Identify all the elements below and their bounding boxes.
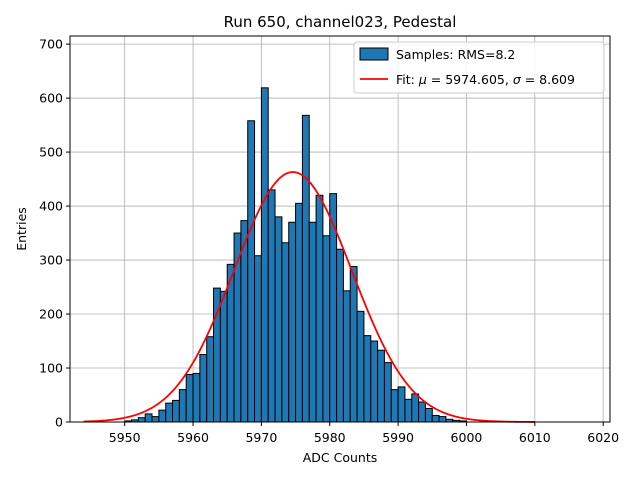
histogram-bar-5974 bbox=[288, 221, 297, 423]
x-tick-label-6020: 6020 bbox=[587, 430, 619, 445]
y-tick-label-200: 200 bbox=[39, 307, 63, 322]
histogram-bar-5996 bbox=[438, 416, 447, 423]
histogram-bar-5960 bbox=[192, 372, 201, 423]
histogram-bar-5975 bbox=[295, 202, 303, 423]
histogram-bar-5976 bbox=[301, 114, 310, 423]
legend-fit-prefix: Fit: bbox=[396, 72, 419, 87]
histogram-bar-5990 bbox=[397, 386, 406, 423]
histogram-bar-5970 bbox=[260, 87, 269, 423]
x-axis-ticks: 5950 5960 5970 5980 5990 6000 6010 6020 bbox=[109, 422, 619, 445]
histogram-bar-5989 bbox=[390, 389, 399, 423]
legend-mu-value: = 5974.605, bbox=[427, 72, 513, 87]
histogram-bar-5973 bbox=[281, 242, 290, 423]
histogram-bar-5981 bbox=[336, 248, 344, 423]
histogram-bar-5964 bbox=[219, 290, 228, 423]
x-tick-label-5960: 5960 bbox=[177, 430, 209, 445]
legend-samples-label: Samples: RMS=8.2 bbox=[396, 47, 515, 62]
y-tick-label-700: 700 bbox=[39, 37, 63, 52]
histogram-bar-5983 bbox=[349, 266, 358, 423]
x-axis-label: ADC Counts bbox=[303, 450, 378, 465]
legend-sigma-value: = 8.609 bbox=[521, 72, 575, 87]
histogram-bar-5956 bbox=[165, 402, 174, 423]
histogram-bar-5971 bbox=[267, 189, 276, 423]
histogram-bar-5953 bbox=[144, 413, 153, 423]
gaussian-fit bbox=[83, 171, 535, 423]
histogram-bar-5961 bbox=[199, 354, 208, 423]
plot-frame bbox=[69, 35, 611, 423]
y-tick-label-400: 400 bbox=[39, 199, 63, 214]
y-tick-label-600: 600 bbox=[39, 91, 63, 106]
legend-sigma-symbol: σ bbox=[513, 72, 522, 87]
histogram-bar-5959 bbox=[185, 373, 194, 423]
histogram-bar-5977 bbox=[308, 221, 317, 423]
gaussian-fit-line bbox=[83, 171, 535, 423]
histogram-bar-5982 bbox=[342, 290, 351, 423]
y-tick-label-500: 500 bbox=[39, 145, 63, 160]
legend-mu-symbol: μ bbox=[418, 72, 427, 87]
histogram-bar-5969 bbox=[254, 255, 262, 423]
x-tick-label-6010: 6010 bbox=[519, 430, 551, 445]
histogram-bar-5985 bbox=[363, 335, 372, 423]
histogram-bar-5979 bbox=[322, 235, 331, 423]
histogram-bar-5978 bbox=[315, 194, 324, 423]
histogram-bar-5987 bbox=[377, 349, 385, 423]
histogram-bar-5968 bbox=[247, 120, 256, 423]
histogram-bar-5972 bbox=[274, 216, 283, 423]
y-tick-label-100: 100 bbox=[39, 361, 63, 376]
histogram-bar-5954 bbox=[151, 416, 160, 423]
y-tick-label-300: 300 bbox=[39, 253, 63, 268]
legend-box bbox=[353, 41, 605, 94]
histogram-bar-5988 bbox=[383, 362, 392, 423]
y-tick-label-0: 0 bbox=[55, 415, 63, 430]
histogram-bar-5965 bbox=[226, 263, 235, 423]
histogram-bar-5958 bbox=[178, 389, 187, 423]
x-tick-label-5990: 5990 bbox=[382, 430, 414, 445]
legend-samples-swatch bbox=[359, 47, 389, 61]
histogram-bar-5986 bbox=[370, 340, 379, 423]
x-tick-label-5950: 5950 bbox=[109, 430, 141, 445]
y-axis-ticks: 0 100 200 300 400 500 600 700 bbox=[39, 37, 70, 430]
histogram-bar-5962 bbox=[206, 336, 215, 423]
histogram-bar-5952 bbox=[137, 417, 146, 423]
legend-fit-label: Fit: μ = 5974.605, σ = 8.609 bbox=[396, 72, 575, 87]
histogram-bar-5993 bbox=[418, 401, 426, 423]
histogram-bar-5984 bbox=[356, 310, 365, 423]
histogram-bar-5991 bbox=[404, 398, 413, 423]
histogram-bar-5957 bbox=[172, 399, 180, 423]
chart-title: Run 650, channel023, Pedestal bbox=[224, 13, 457, 31]
x-tick-label-5980: 5980 bbox=[314, 430, 346, 445]
histogram-bar-5955 bbox=[158, 409, 167, 423]
histogram-bar-5994 bbox=[424, 408, 433, 423]
histogram-bar-5995 bbox=[431, 415, 440, 423]
y-axis-label: Entries bbox=[14, 207, 29, 251]
x-tick-label-5970: 5970 bbox=[245, 430, 277, 445]
histogram-bar-5992 bbox=[411, 393, 420, 423]
histogram-bars bbox=[124, 87, 467, 423]
x-tick-label-6000: 6000 bbox=[451, 430, 483, 445]
legend: Samples: RMS=8.2 Fit: μ = 5974.605, σ = … bbox=[353, 41, 605, 94]
